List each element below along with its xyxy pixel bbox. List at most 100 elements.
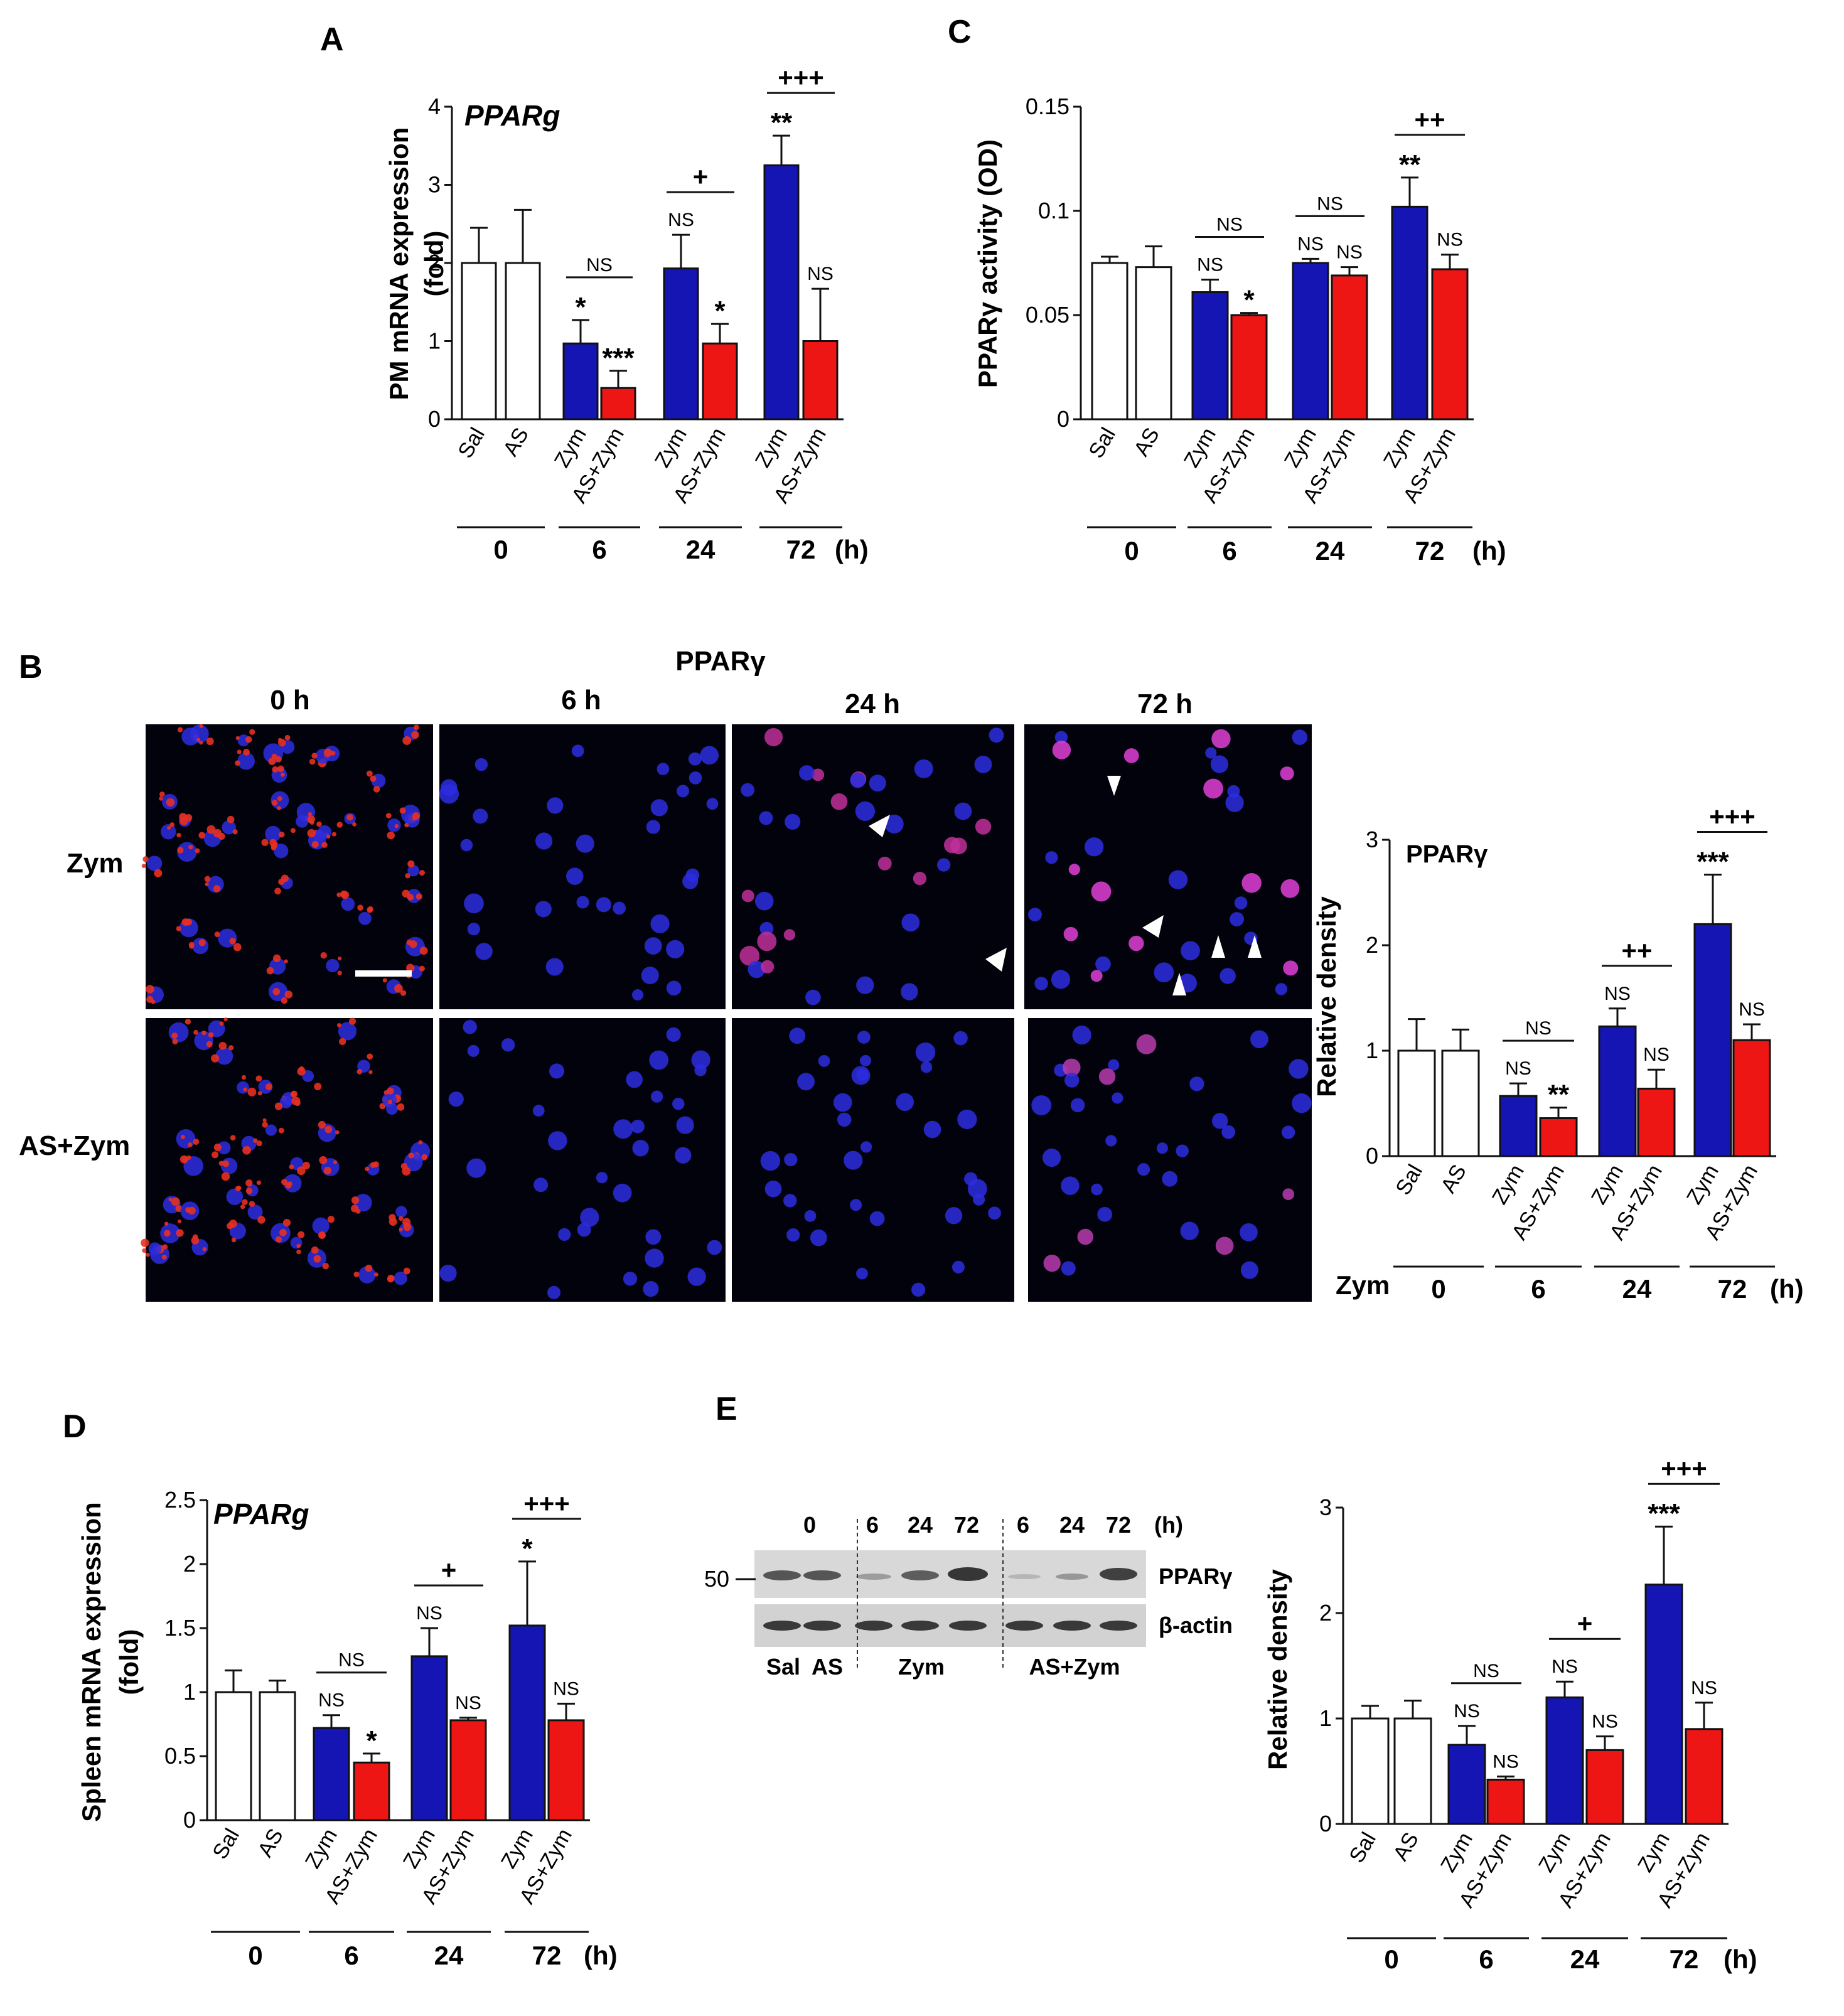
arrowhead-24h-a [869, 815, 890, 837]
wb-band-ppar-zym24 [901, 1570, 939, 1580]
cell-nucleus [613, 1119, 633, 1139]
time-group-label: 6 [592, 535, 606, 564]
cell-ppar-signal [176, 1229, 184, 1237]
cell-ppar-signal [320, 952, 327, 959]
cell-nucleus [1112, 1092, 1123, 1104]
cell-ppar-signal [327, 1216, 335, 1223]
cell-ppar-signal [185, 1019, 191, 1025]
cell-nucleus [474, 758, 488, 771]
comparison-label: NS [338, 1650, 365, 1671]
y-tick-label: 3 [1366, 827, 1378, 852]
cell-nucleus [641, 967, 659, 985]
cell-nucleus [558, 1228, 571, 1241]
cell-ppar-signal [419, 965, 425, 972]
cell-nucleus [626, 1071, 643, 1088]
cell-nucleus [1210, 755, 1229, 773]
cell-ppar-signal [291, 1096, 301, 1106]
y-tick-label: 2 [1319, 1600, 1332, 1626]
cell-ppar-signal [296, 1243, 301, 1248]
cell-nucleus [439, 1264, 457, 1282]
cell-nucleus [1225, 793, 1244, 812]
cell-nucleus [1205, 747, 1217, 759]
cell-nucleus [535, 832, 553, 850]
cell-ppar-signal [279, 1229, 287, 1236]
cell-nucleus [549, 1063, 565, 1079]
cell-nucleus [783, 1194, 797, 1208]
cell-ppar-signal [167, 825, 171, 830]
significance-mark: NS [1197, 255, 1223, 276]
cell-ppar-signal [357, 904, 363, 911]
cell-ppar-signal [281, 997, 288, 1004]
cell-nucleus [923, 1120, 941, 1139]
cell-nucleus [754, 891, 774, 911]
cell-nucleus [1051, 970, 1071, 989]
cell-ppar-signal [311, 840, 319, 848]
cell-nucleus [915, 1042, 936, 1063]
y-axis-label: PPARγ activity (OD) [973, 139, 1002, 388]
cell-ppar-signal [409, 940, 417, 948]
cell-nucleus [577, 1223, 591, 1237]
cell-ppar-signal [218, 1161, 224, 1166]
comparison-label: +++ [1661, 1454, 1707, 1483]
cell-nucleus [1240, 1223, 1258, 1241]
y-axis-label-unit: (fold) [114, 1629, 144, 1695]
cell-ppar-signal [368, 1070, 373, 1075]
cell-nucleus [1063, 926, 1078, 941]
significance-mark: NS [553, 1678, 579, 1699]
cell-nucleus [1211, 1113, 1228, 1129]
bar-zym [1292, 262, 1329, 421]
cell-ppar-signal [228, 1045, 234, 1051]
significance-mark: NS [416, 1603, 442, 1624]
cell-nucleus [1234, 896, 1248, 909]
time-unit-label: (h) [584, 1941, 618, 1970]
chart-title: PPARg [213, 1498, 309, 1530]
cell-nucleus [785, 813, 801, 830]
comparison-label: + [693, 162, 709, 191]
cell-ppar-signal [253, 1138, 258, 1143]
cell-ppar-signal [418, 1140, 423, 1145]
y-axis-label: Spleen mRNA expression [77, 1502, 106, 1822]
cell-ppar-signal [356, 1069, 363, 1075]
cell-ppar-signal [206, 737, 214, 746]
cell-nucleus [1028, 908, 1042, 922]
y-tick-label: 0 [428, 406, 441, 432]
cell-nucleus [783, 929, 796, 941]
cell-ppar-signal [141, 864, 146, 869]
significance-mark: *** [1648, 1498, 1680, 1529]
cell-ppar-signal [213, 885, 221, 893]
bar-as [1135, 266, 1172, 421]
cell-ppar-signal [172, 1038, 178, 1044]
significance-mark: ** [771, 107, 793, 138]
western-blot: 0 6 24 72 6 24 72 (h) 50 PPARγ β-actin S… [704, 1512, 1233, 1680]
cell-ppar-signal [188, 1142, 193, 1147]
wb-band-actin [1053, 1621, 1091, 1631]
cell-dots [141, 724, 1312, 1299]
wb-time-6b: 6 [1017, 1512, 1029, 1538]
cell-nucleus [1281, 1125, 1295, 1139]
cell-nucleus [1091, 1183, 1103, 1196]
cell-nucleus [571, 744, 584, 758]
cell-ppar-signal [218, 833, 225, 840]
cell-ppar-signal [284, 959, 288, 963]
cell-ppar-signal [235, 760, 240, 766]
cell-nucleus [1282, 1188, 1295, 1201]
cell-nucleus [1289, 1059, 1309, 1079]
cell-ppar-signal [193, 1029, 198, 1035]
cell-nucleus [676, 1116, 694, 1134]
cell-ppar-signal [271, 800, 278, 806]
cell-ppar-signal [366, 770, 373, 777]
cell-nucleus [576, 834, 594, 853]
cell-ppar-signal [307, 828, 316, 838]
y-tick-label: 0 [183, 1807, 196, 1833]
cell-ppar-signal [228, 1220, 237, 1228]
cell-nucleus [901, 913, 920, 932]
cell-ppar-signal [180, 1135, 185, 1140]
cell-ppar-signal [316, 821, 322, 827]
wb-band-actin [901, 1621, 939, 1631]
imaging-row-aszym: AS+Zym [19, 1130, 130, 1161]
cell-ppar-signal [387, 831, 395, 840]
cell-nucleus [741, 889, 754, 903]
significance-mark: NS [807, 264, 834, 284]
cell-ppar-signal [185, 813, 193, 822]
cell-ppar-signal [214, 931, 220, 938]
